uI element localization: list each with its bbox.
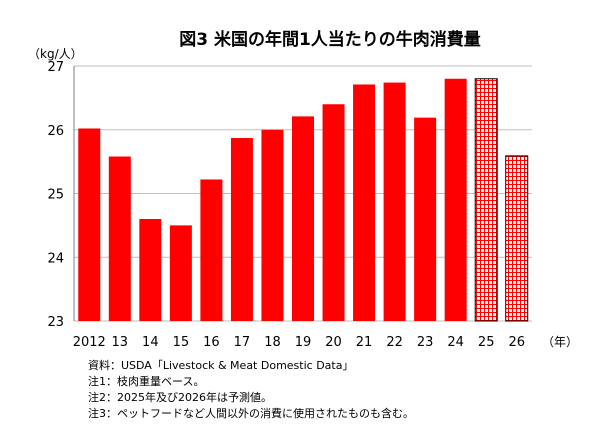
bar xyxy=(383,82,406,321)
forecast-bar xyxy=(505,155,529,322)
bars xyxy=(78,78,529,322)
x-tick-label: 25 xyxy=(478,335,495,350)
x-tick-label: 18 xyxy=(264,335,281,350)
y-tick-label: 24 xyxy=(47,251,64,266)
note-1: 注1：枝肉重量ベース。 xyxy=(88,375,205,388)
y-tick-labels: 23 24 25 26 27 xyxy=(47,60,64,330)
bar xyxy=(353,84,376,321)
chart-title: 図3 米国の年間1人当たりの牛肉消費量 xyxy=(179,29,481,50)
x-tick-label: 2012 xyxy=(73,335,106,350)
x-tick-labels: 2012 13 14 15 16 17 18 19 20 21 22 23 24 25 26 xyxy=(73,335,525,350)
x-tick-label: 20 xyxy=(325,335,342,350)
y-tick-label: 25 xyxy=(47,188,64,203)
x-tick-label: 14 xyxy=(142,335,159,350)
bar xyxy=(261,129,284,321)
bar xyxy=(169,225,192,321)
bar xyxy=(230,138,253,321)
y-tick-label: 27 xyxy=(47,60,64,75)
bar xyxy=(322,104,345,321)
x-axis-unit: （年） xyxy=(542,335,578,349)
x-tick-label: 19 xyxy=(295,335,312,350)
bar xyxy=(414,117,437,321)
x-tick-label: 17 xyxy=(234,335,251,350)
notes: 資料：USDA「Livestock & Meat Domestic Data」 … xyxy=(88,358,414,422)
x-tick-label: 13 xyxy=(112,335,129,350)
bar-chart: 図3 米国の年間1人当たりの牛肉消費量 （kg/人） （年） 232425262… xyxy=(28,29,578,350)
x-tick-label: 15 xyxy=(173,335,190,350)
x-tick-label: 24 xyxy=(447,335,464,350)
note-3: 注3：ペットフードなど人間以外の消費に使用されたものも含む。 xyxy=(88,407,414,420)
y-tick-label: 26 xyxy=(47,124,64,139)
x-tick-label: 21 xyxy=(356,335,373,350)
bar xyxy=(139,219,162,321)
source-note: 資料：USDA「Livestock & Meat Domestic Data」 xyxy=(88,359,354,372)
x-tick-label: 26 xyxy=(508,335,525,350)
note-2: 注2：2025年及び2026年は予測値。 xyxy=(88,391,272,404)
x-tick-label: 23 xyxy=(417,335,434,350)
y-tick-label: 23 xyxy=(47,315,64,330)
bar xyxy=(292,116,314,321)
bar xyxy=(78,128,101,321)
bar xyxy=(444,78,467,321)
bar xyxy=(200,179,223,321)
forecast-bar xyxy=(474,78,498,322)
x-tick-label: 16 xyxy=(203,335,220,350)
y-axis-unit: （kg/人） xyxy=(28,47,83,61)
bar xyxy=(108,156,131,321)
x-tick-label: 22 xyxy=(386,335,403,350)
